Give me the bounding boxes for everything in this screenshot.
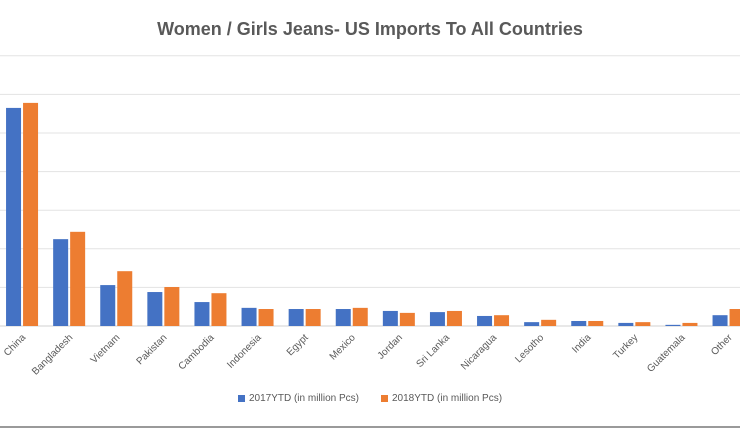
bar-2017-indonesia: [241, 307, 257, 326]
legend-swatch-2017: [237, 395, 245, 402]
bar-2018-vietnam: [117, 271, 133, 326]
legend: 2017YTD (in million Pcs) 2018YTD (in mil…: [0, 393, 740, 404]
bar-2017-vietnam: [100, 285, 116, 326]
bar-2018-cambodia: [211, 293, 227, 326]
bar-2018-lesotho: [541, 319, 557, 326]
x-tick-label: Vietnam: [89, 332, 123, 366]
bar-2017-pakistan: [147, 292, 163, 326]
bar-2018-india: [588, 320, 604, 326]
bar-2018-jordan: [399, 312, 415, 326]
bar-2018-other: [729, 309, 740, 326]
x-tick-label: Egypt: [285, 332, 311, 358]
bar-2017-sri-lanka: [429, 312, 445, 326]
bar-2017-china: [6, 107, 22, 326]
bar-2018-indonesia: [258, 309, 274, 326]
bar-2017-jordan: [382, 310, 398, 326]
bar-2017-cambodia: [194, 302, 210, 326]
bar-2018-egypt: [305, 309, 321, 326]
x-tick-label: Cambodia: [177, 332, 217, 372]
x-tick-label: Nicaragua: [459, 332, 499, 372]
legend-label-2017: 2017YTD (in million Pcs): [248, 393, 359, 404]
bar-2017-turkey: [618, 322, 634, 326]
bar-2018-turkey: [635, 322, 651, 326]
legend-swatch-2018: [381, 395, 388, 402]
bar-2017-nicaragua: [477, 315, 493, 326]
bar-2018-nicaragua: [494, 315, 510, 326]
x-tick-label: Mexico: [328, 332, 358, 362]
legend-item-2018: 2018YTD (in million Pcs): [381, 393, 502, 404]
x-tick-label: Guatemala: [645, 332, 688, 375]
x-tick-label: Sri Lanka: [414, 332, 452, 370]
bar-2018-sri-lanka: [446, 310, 462, 326]
bar-2018-guatemala: [682, 322, 698, 326]
x-tick-label: Jordan: [376, 332, 405, 361]
bar-2017-india: [571, 320, 587, 326]
bar-2017-other: [712, 315, 728, 326]
x-tick-label: China: [2, 332, 29, 359]
bar-2017-lesotho: [524, 322, 540, 326]
x-tick-label: Indonesia: [225, 332, 264, 371]
bar-2017-mexico: [335, 309, 351, 326]
bar-2017-guatemala: [665, 324, 681, 326]
bar-2018-china: [23, 102, 39, 326]
bar-2018-bangladesh: [70, 231, 86, 326]
x-tick-label: Lesotho: [513, 332, 546, 365]
x-tick-label: Turkey: [611, 332, 640, 361]
x-tick-label: Other: [709, 332, 735, 358]
legend-label-2018: 2018YTD (in million Pcs): [392, 393, 503, 404]
bar-2017-egypt: [288, 309, 304, 326]
bar-2017-bangladesh: [53, 239, 69, 326]
x-tick-label: Pakistan: [135, 332, 170, 367]
x-tick-label: India: [570, 332, 593, 355]
bar-2018-mexico: [352, 307, 368, 326]
bar-2018-pakistan: [164, 287, 180, 326]
x-tick-label: Bangladesh: [30, 332, 75, 377]
chart-title: Women / Girls Jeans- US Imports To All C…: [157, 19, 583, 39]
legend-item-2017: 2017YTD (in million Pcs): [237, 393, 359, 404]
